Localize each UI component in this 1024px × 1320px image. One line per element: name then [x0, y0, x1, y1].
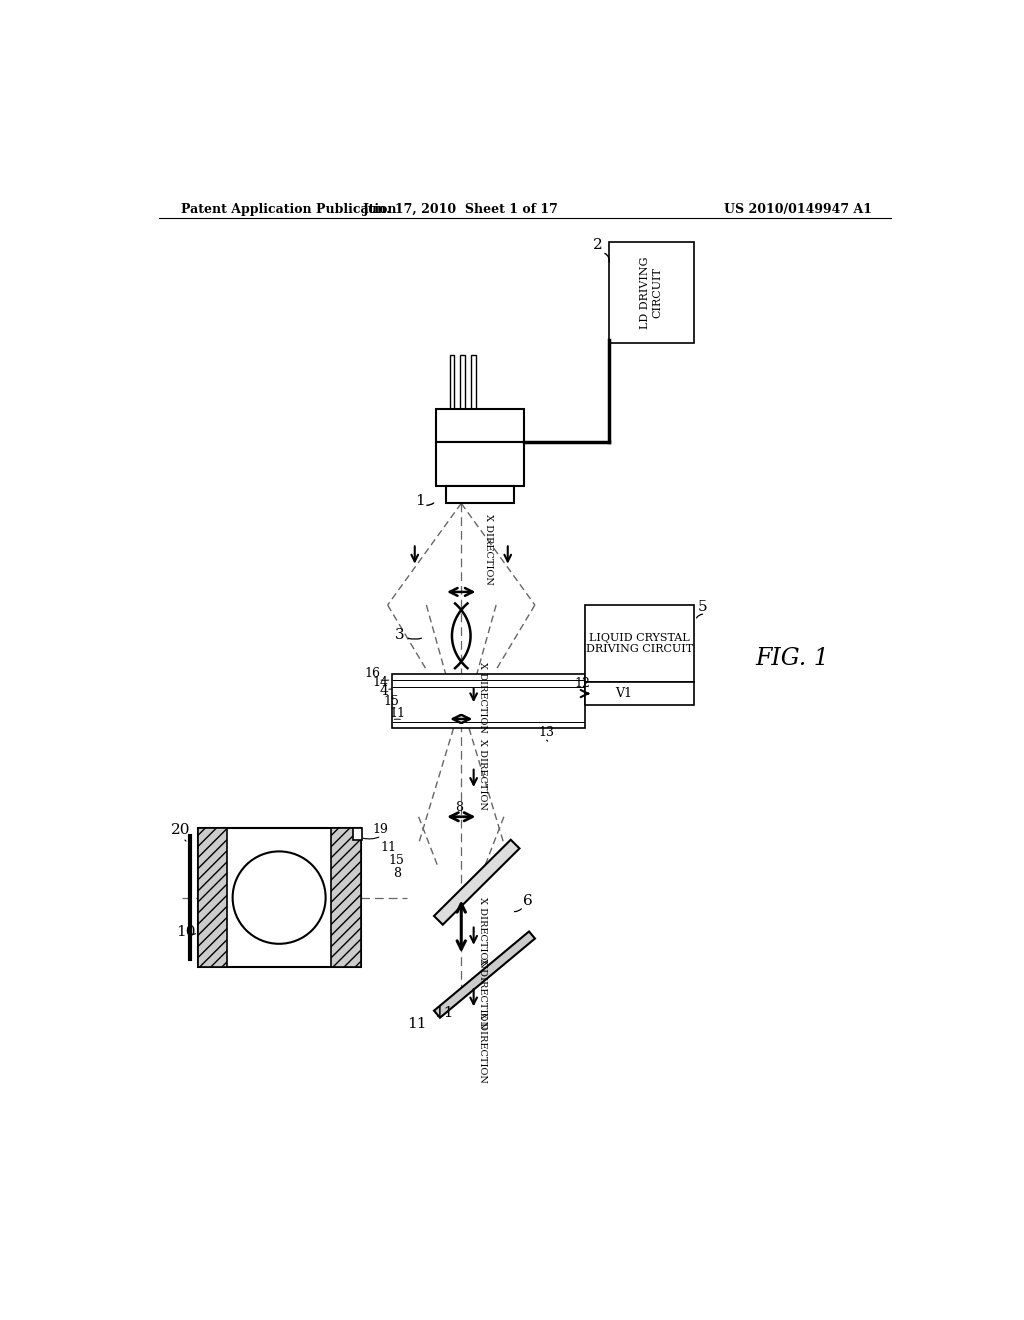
Text: 13: 13	[539, 726, 555, 739]
Text: X DIRECTION: X DIRECTION	[478, 1012, 487, 1084]
Bar	[471, 355, 476, 409]
Bar	[391, 675, 586, 729]
Bar	[450, 355, 455, 409]
Text: 5: 5	[697, 601, 708, 614]
Text: 14: 14	[372, 676, 388, 689]
Text: US 2010/0149947 A1: US 2010/0149947 A1	[724, 203, 872, 215]
Text: Jun. 17, 2010  Sheet 1 of 17: Jun. 17, 2010 Sheet 1 of 17	[364, 203, 559, 215]
Text: 6: 6	[523, 895, 534, 908]
Text: 11: 11	[407, 1018, 427, 1031]
Circle shape	[232, 851, 326, 944]
Text: X DIRECTION: X DIRECTION	[478, 958, 487, 1030]
Bar	[198, 829, 360, 966]
Text: 11: 11	[434, 1006, 454, 1020]
Bar	[461, 355, 465, 409]
Text: LD DRIVING
CIRCUIT: LD DRIVING CIRCUIT	[640, 256, 662, 329]
Text: 11: 11	[381, 841, 396, 854]
Text: 16: 16	[365, 667, 380, 680]
Bar	[608, 242, 693, 343]
Text: X DIRECTION: X DIRECTION	[484, 513, 493, 585]
Text: 8: 8	[393, 867, 401, 880]
Text: 10: 10	[176, 925, 196, 939]
Text: 15: 15	[388, 854, 404, 867]
Text: 8: 8	[455, 801, 463, 813]
Text: 1: 1	[415, 494, 425, 508]
Text: 3: 3	[395, 628, 406, 642]
Text: 20: 20	[171, 824, 190, 837]
Text: X DIRECTION: X DIRECTION	[478, 739, 487, 810]
Bar	[445, 486, 514, 503]
Text: 11: 11	[389, 706, 406, 719]
Text: 4: 4	[380, 684, 389, 698]
Polygon shape	[434, 840, 519, 925]
Text: Patent Application Publication: Patent Application Publication	[180, 203, 396, 215]
Bar	[435, 409, 524, 442]
Text: X DIRECTION: X DIRECTION	[478, 896, 487, 968]
Bar	[352, 829, 362, 840]
Bar	[435, 442, 524, 486]
Bar	[586, 605, 693, 682]
Text: 12: 12	[574, 677, 590, 689]
Text: FIG. 1: FIG. 1	[756, 647, 829, 671]
Text: 19: 19	[372, 822, 388, 836]
Bar	[586, 682, 693, 705]
Text: V1: V1	[614, 686, 632, 700]
Text: X DIRECTION: X DIRECTION	[478, 661, 487, 733]
Text: 2: 2	[593, 239, 603, 252]
Bar	[331, 829, 360, 966]
Polygon shape	[434, 932, 535, 1018]
Text: 15: 15	[384, 696, 399, 708]
Bar	[198, 829, 227, 966]
Text: LIQUID CRYSTAL
DRIVING CIRCUIT: LIQUID CRYSTAL DRIVING CIRCUIT	[586, 632, 693, 655]
